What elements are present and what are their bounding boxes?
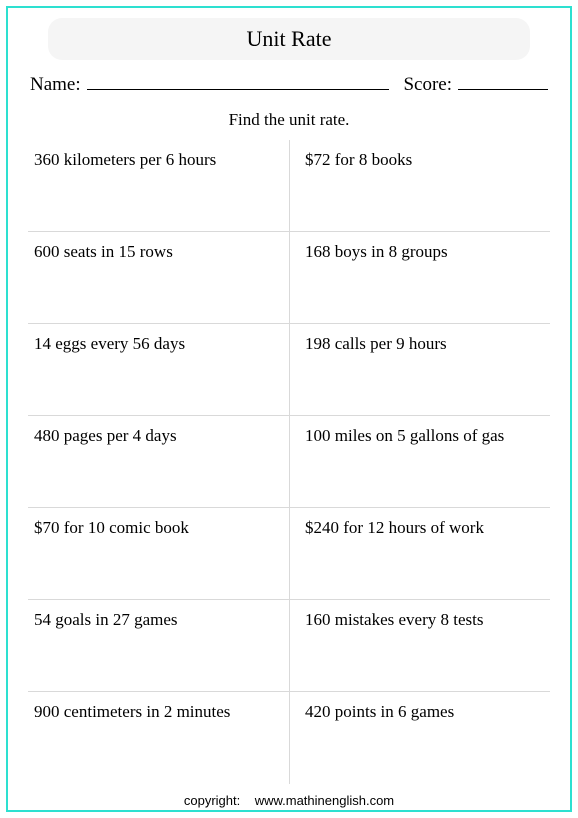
problem-text: 480 pages per 4 days <box>34 426 177 445</box>
problem-cell: $240 for 12 hours of work <box>289 508 550 600</box>
problem-cell: $70 for 10 comic book <box>28 508 289 600</box>
problem-cell: 54 goals in 27 games <box>28 600 289 692</box>
instruction-text: Find the unit rate. <box>28 110 550 130</box>
problem-cell: 480 pages per 4 days <box>28 416 289 508</box>
name-blank[interactable] <box>87 89 390 90</box>
problem-cell: 600 seats in 15 rows <box>28 232 289 324</box>
worksheet-content: Unit Rate Name: Score: Find the unit rat… <box>0 0 578 818</box>
problem-cell: 100 miles on 5 gallons of gas <box>289 416 550 508</box>
problem-text: 100 miles on 5 gallons of gas <box>305 426 504 445</box>
problem-text: 600 seats in 15 rows <box>34 242 173 261</box>
problem-text: 360 kilometers per 6 hours <box>34 150 216 169</box>
problem-cell: 168 boys in 8 groups <box>289 232 550 324</box>
problem-text: 168 boys in 8 groups <box>305 242 448 261</box>
problem-grid: 360 kilometers per 6 hours $72 for 8 boo… <box>28 140 550 784</box>
footer-site: www.mathinenglish.com <box>255 793 394 808</box>
name-label: Name: <box>30 74 81 96</box>
problem-cell: 420 points in 6 games <box>289 692 550 784</box>
title-box: Unit Rate <box>48 18 530 60</box>
worksheet-title: Unit Rate <box>247 26 332 51</box>
problem-text: $70 for 10 comic book <box>34 518 189 537</box>
grid-vertical-divider <box>289 140 290 784</box>
problem-cell: 900 centimeters in 2 minutes <box>28 692 289 784</box>
problem-text: 420 points in 6 games <box>305 702 454 721</box>
header-line: Name: Score: <box>28 74 550 96</box>
problem-text: 160 mistakes every 8 tests <box>305 610 483 629</box>
problem-text: 14 eggs every 56 days <box>34 334 185 353</box>
problem-text: $240 for 12 hours of work <box>305 518 484 537</box>
problem-cell: 14 eggs every 56 days <box>28 324 289 416</box>
footer: copyright: www.mathinenglish.com <box>0 793 578 808</box>
problem-text: $72 for 8 books <box>305 150 412 169</box>
problem-cell: 160 mistakes every 8 tests <box>289 600 550 692</box>
problem-cell: $72 for 8 books <box>289 140 550 232</box>
score-blank[interactable] <box>458 89 548 90</box>
problem-text: 900 centimeters in 2 minutes <box>34 702 230 721</box>
copyright-label: copyright: <box>184 793 240 808</box>
score-label: Score: <box>403 74 452 96</box>
problem-cell: 198 calls per 9 hours <box>289 324 550 416</box>
problem-cell: 360 kilometers per 6 hours <box>28 140 289 232</box>
problem-text: 198 calls per 9 hours <box>305 334 447 353</box>
problem-text: 54 goals in 27 games <box>34 610 178 629</box>
